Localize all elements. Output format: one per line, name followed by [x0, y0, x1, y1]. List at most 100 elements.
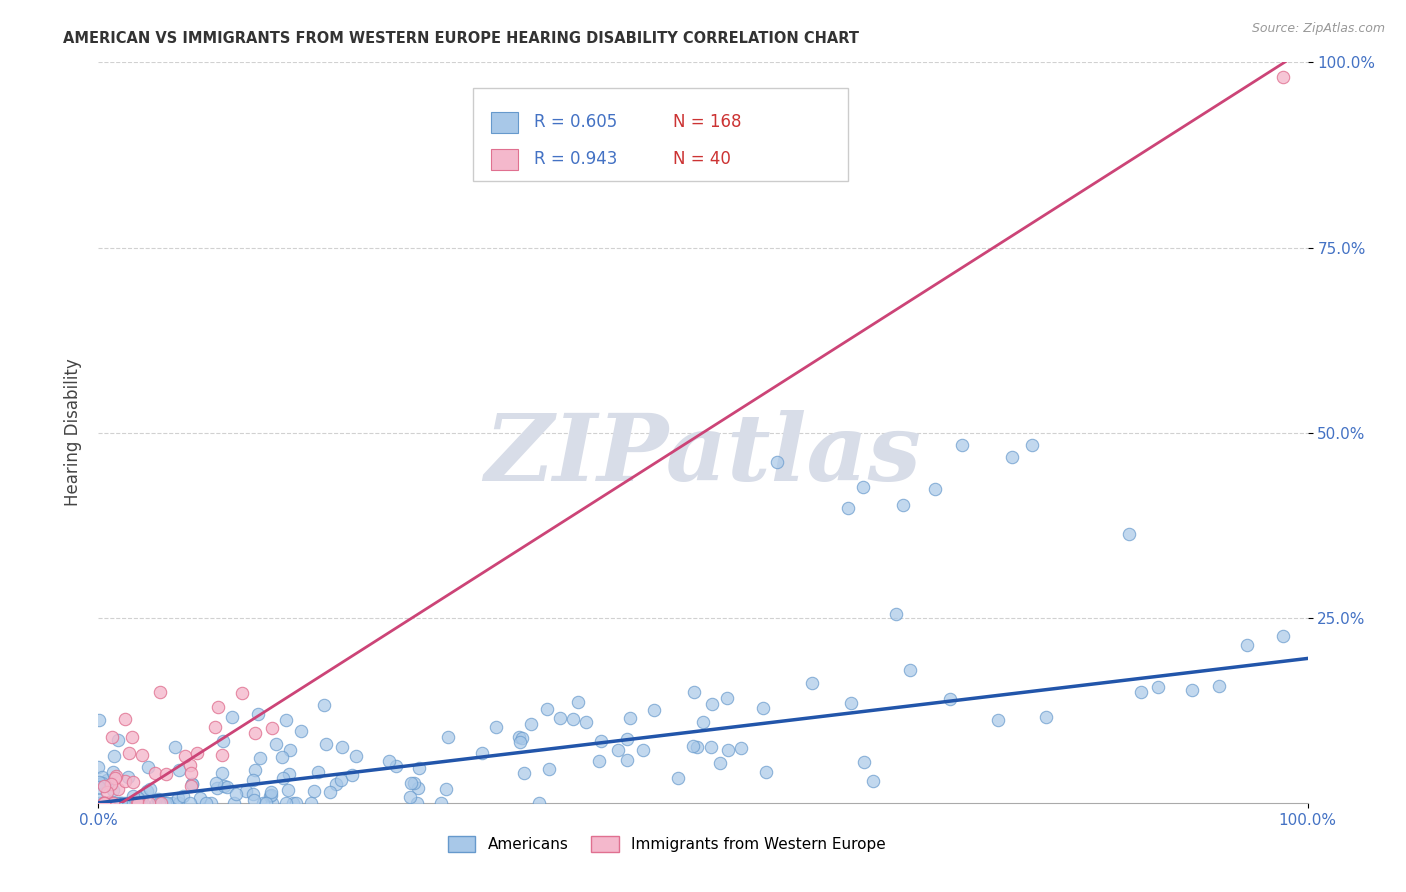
Point — [1208, 679, 1230, 693]
Point — [702, 698, 724, 712]
Point — [93, 796, 115, 810]
Point — [93, 796, 115, 810]
Point — [755, 764, 778, 779]
Point — [285, 796, 308, 810]
Point — [399, 776, 422, 790]
Point — [181, 776, 204, 790]
Point — [179, 758, 201, 772]
Point — [89, 775, 111, 789]
Point — [800, 676, 823, 690]
Point — [315, 737, 337, 751]
Point — [616, 753, 638, 767]
Point — [129, 796, 152, 810]
Point — [156, 796, 179, 810]
Point — [243, 726, 266, 740]
Text: AMERICAN VS IMMIGRANTS FROM WESTERN EUROPE HEARING DISABILITY CORRELATION CHART: AMERICAN VS IMMIGRANTS FROM WESTERN EURO… — [63, 31, 859, 46]
Point — [153, 796, 176, 810]
Point — [148, 796, 170, 810]
Point — [103, 748, 125, 763]
Point — [225, 787, 247, 801]
Legend: Americans, Immigrants from Western Europe: Americans, Immigrants from Western Europ… — [441, 830, 891, 858]
Point — [169, 796, 191, 810]
Text: ZIPatlas: ZIPatlas — [485, 409, 921, 500]
Point — [93, 796, 115, 810]
Point — [93, 796, 115, 810]
Point — [716, 691, 738, 706]
Point — [188, 791, 211, 805]
Point — [264, 737, 287, 751]
Point — [100, 777, 122, 791]
Point — [408, 781, 430, 796]
Point — [700, 740, 723, 755]
Point — [118, 746, 141, 760]
Point — [437, 730, 460, 744]
Point — [105, 796, 128, 810]
Point — [987, 713, 1010, 727]
Point — [260, 788, 283, 802]
Point — [378, 754, 401, 768]
Point — [430, 796, 453, 810]
Point — [217, 780, 239, 794]
Point — [138, 796, 160, 810]
Point — [121, 730, 143, 744]
Point — [204, 776, 226, 790]
Point — [195, 796, 218, 810]
Point — [278, 743, 301, 757]
Point — [318, 785, 340, 799]
Point — [406, 796, 429, 810]
Point — [96, 784, 118, 798]
Point — [1147, 680, 1170, 694]
Point — [107, 796, 129, 810]
Point — [536, 702, 558, 716]
Point — [561, 712, 583, 726]
Point — [274, 714, 297, 728]
Point — [207, 699, 229, 714]
FancyBboxPatch shape — [492, 112, 517, 133]
Point — [260, 785, 283, 799]
Point — [274, 796, 297, 810]
Point — [277, 766, 299, 780]
Point — [271, 749, 294, 764]
Point — [839, 697, 862, 711]
Text: R = 0.943: R = 0.943 — [534, 151, 617, 169]
Point — [619, 711, 641, 725]
Point — [150, 796, 173, 810]
Point — [103, 782, 125, 797]
Point — [325, 777, 347, 791]
Point — [302, 784, 325, 798]
Point — [1130, 685, 1153, 699]
Point — [121, 774, 143, 789]
Point — [683, 685, 706, 699]
Point — [163, 740, 186, 755]
Point — [89, 796, 111, 810]
Point — [307, 764, 329, 779]
Text: N = 168: N = 168 — [672, 113, 741, 131]
Point — [434, 782, 457, 797]
Point — [104, 769, 127, 783]
Point — [1272, 70, 1295, 85]
Point — [167, 791, 190, 805]
Point — [520, 717, 543, 731]
Point — [666, 771, 689, 785]
Point — [643, 703, 665, 717]
Point — [247, 706, 270, 721]
Point — [485, 720, 508, 734]
Point — [765, 455, 787, 469]
Point — [107, 732, 129, 747]
Point — [143, 766, 166, 780]
Point — [252, 796, 274, 810]
Point — [110, 796, 132, 810]
Point — [146, 792, 169, 806]
Point — [1118, 527, 1140, 541]
Point — [837, 501, 859, 516]
Point — [862, 774, 884, 789]
Point — [117, 770, 139, 784]
Point — [385, 759, 408, 773]
Point — [145, 796, 167, 810]
Point — [682, 739, 704, 754]
Point — [631, 743, 654, 757]
Point — [174, 748, 197, 763]
Point — [181, 777, 204, 791]
Point — [924, 482, 946, 496]
Point — [87, 760, 110, 774]
